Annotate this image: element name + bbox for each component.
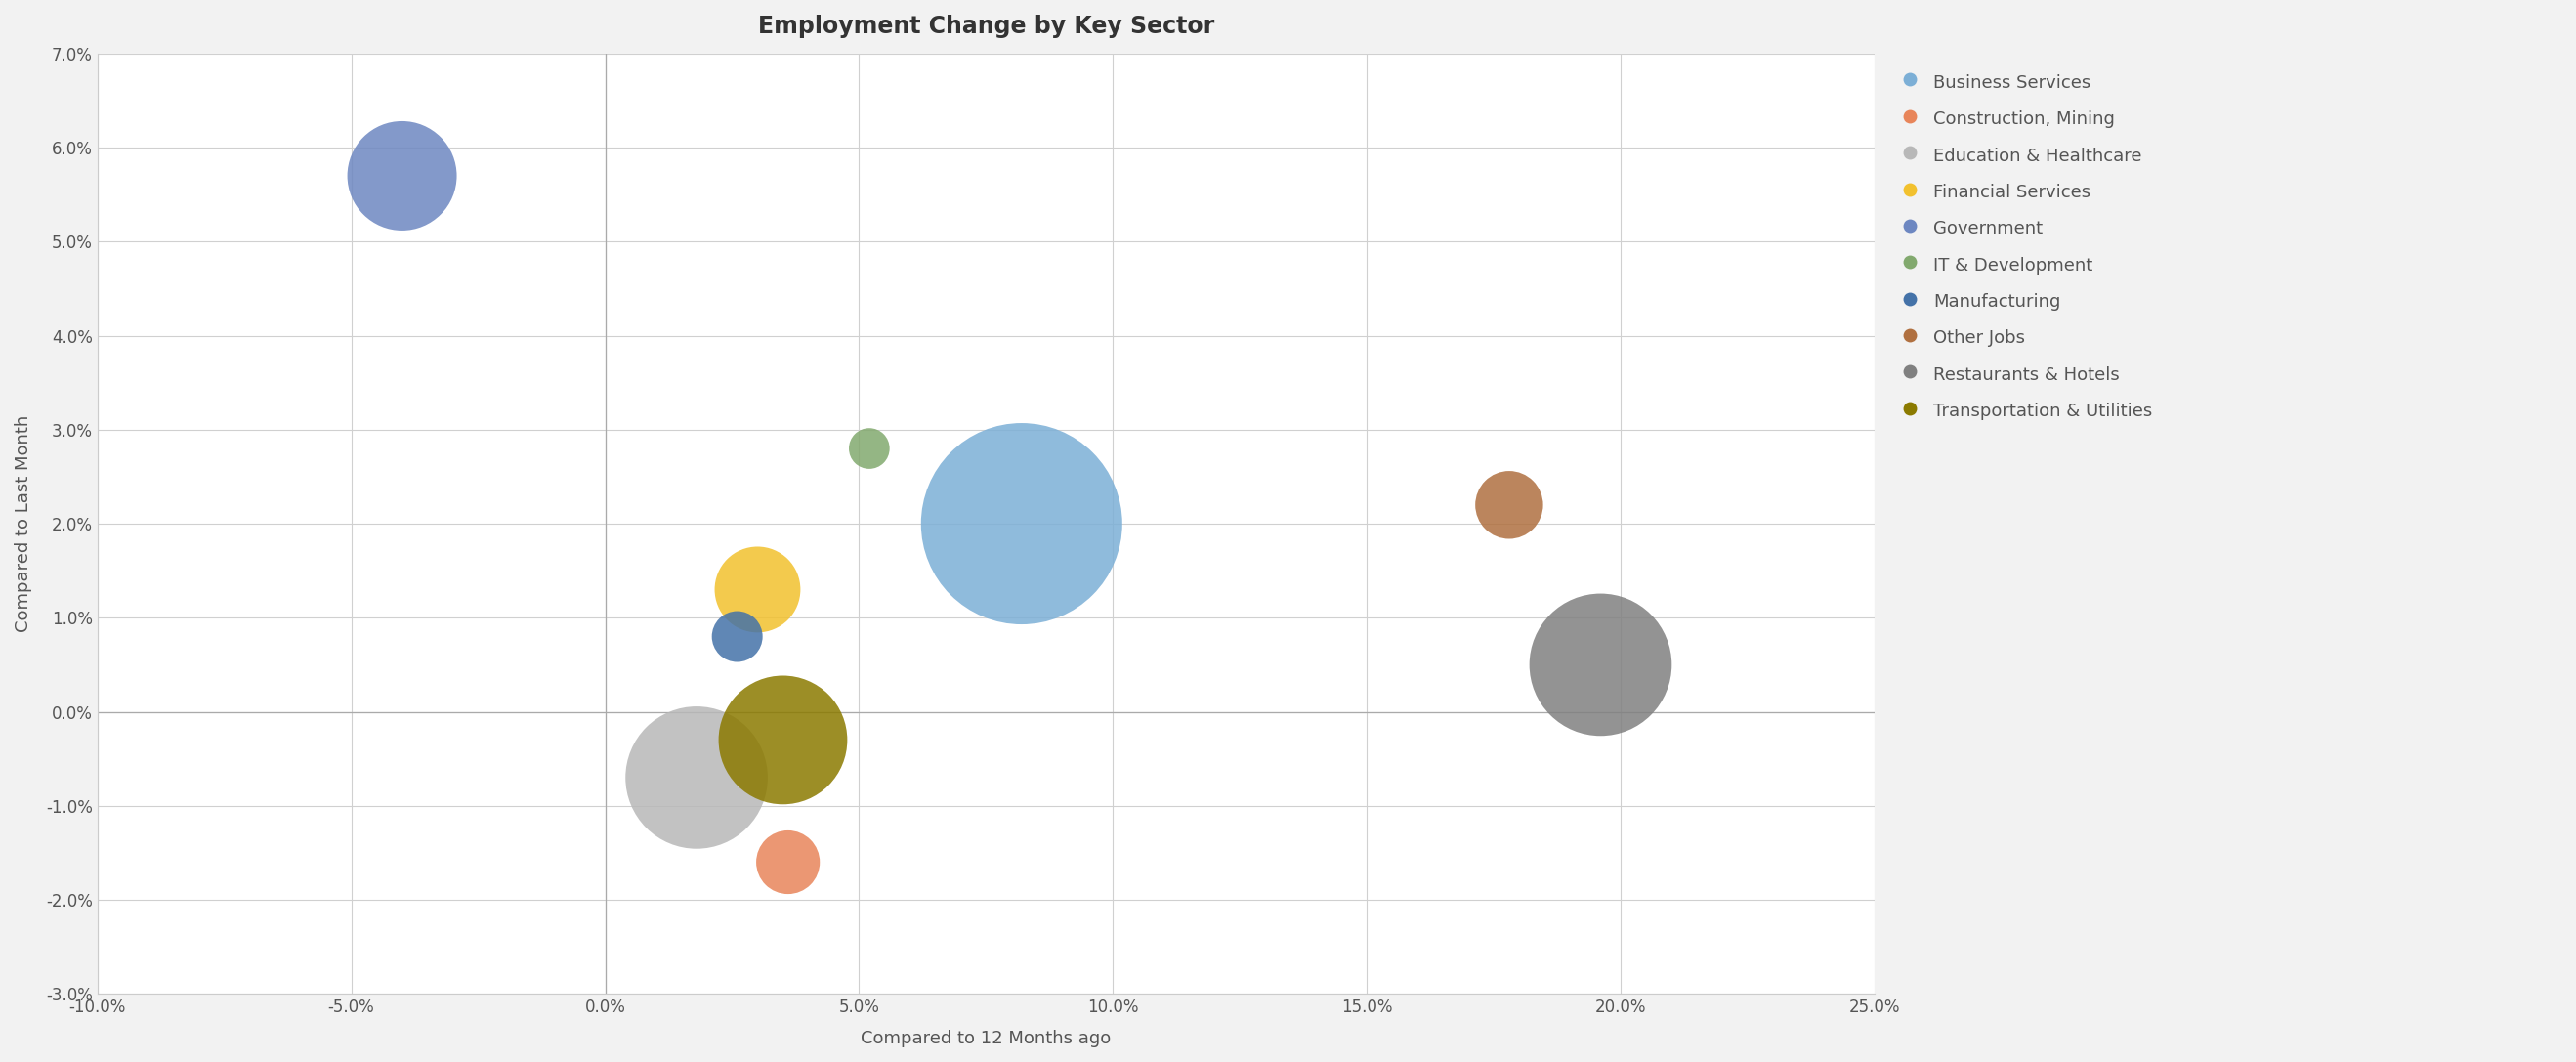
Point — [675, 769, 716, 786]
Point — [762, 732, 804, 749]
Point — [737, 581, 778, 598]
Legend: Business Services, Construction, Mining, Education & Healthcare, Financial Servi: Business Services, Construction, Mining,… — [1893, 63, 2161, 430]
Y-axis label: Compared to Last Month: Compared to Last Month — [15, 415, 33, 632]
Point — [1489, 496, 1530, 513]
Point — [1579, 656, 1620, 673]
X-axis label: Compared to 12 Months ago: Compared to 12 Months ago — [860, 1030, 1110, 1047]
Title: Employment Change by Key Sector: Employment Change by Key Sector — [757, 15, 1213, 38]
Point — [716, 628, 757, 645]
Point — [381, 168, 422, 185]
Point — [848, 440, 889, 457]
Point — [768, 854, 809, 871]
Point — [1002, 515, 1043, 532]
